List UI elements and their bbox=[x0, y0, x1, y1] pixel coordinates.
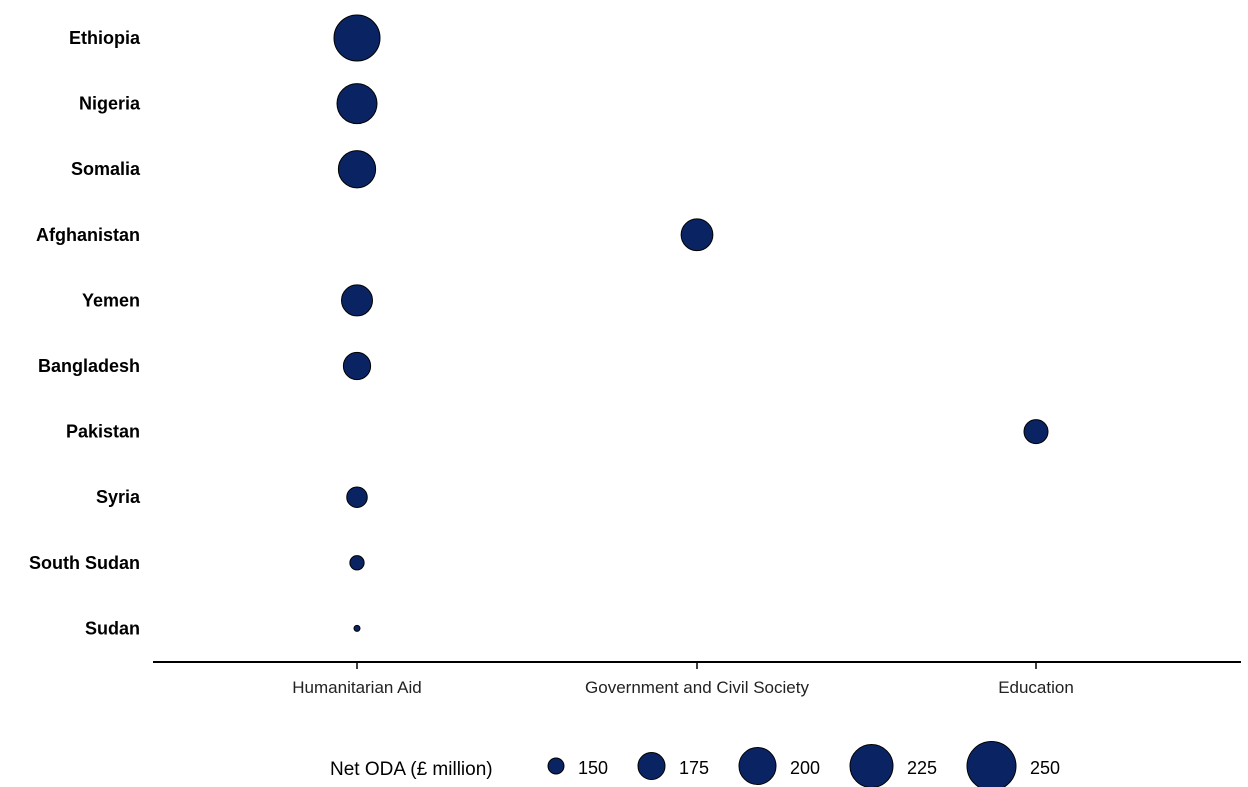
legend-label-225: 225 bbox=[907, 758, 937, 778]
y-label-yemen: Yemen bbox=[82, 290, 140, 310]
legend-bubble-150 bbox=[547, 757, 565, 775]
legend-title: Net ODA (£ million) bbox=[330, 759, 493, 780]
x-axis-ticks bbox=[356, 662, 1037, 669]
y-label-bangladesh: Bangladesh bbox=[38, 356, 140, 376]
y-label-sudan: Sudan bbox=[85, 618, 140, 638]
legend-label-200: 200 bbox=[790, 758, 820, 778]
y-label-south-sudan: South Sudan bbox=[29, 553, 140, 573]
legend-bubble-200 bbox=[738, 747, 777, 785]
bubble-points bbox=[333, 14, 1049, 632]
y-label-afghanistan: Afghanistan bbox=[36, 225, 140, 245]
y-label-ethiopia: Ethiopia bbox=[69, 28, 141, 48]
legend-bubble-175 bbox=[637, 752, 666, 780]
legend-label-150: 150 bbox=[578, 758, 608, 778]
legend-label-175: 175 bbox=[679, 758, 709, 778]
size-legend: Net ODA (£ million) 150 175 200 225 250 bbox=[330, 741, 1060, 787]
y-label-syria: Syria bbox=[96, 487, 141, 507]
bubble-nigeria bbox=[336, 83, 378, 125]
y-axis-labels: Ethiopia Nigeria Somalia Afghanistan Yemen Ba… bbox=[29, 28, 141, 638]
bubble-sudan bbox=[353, 624, 361, 632]
bubble-afghanistan bbox=[680, 218, 714, 252]
legend-bubble-250 bbox=[966, 741, 1017, 787]
legend-label-250: 250 bbox=[1030, 758, 1060, 778]
bubble-somalia bbox=[337, 150, 377, 189]
bubble-ethiopia bbox=[333, 14, 381, 62]
y-label-somalia: Somalia bbox=[71, 159, 141, 179]
y-label-pakistan: Pakistan bbox=[66, 422, 140, 442]
legend-bubble-225 bbox=[849, 744, 894, 787]
x-label-education: Education bbox=[998, 678, 1074, 697]
x-label-government-and-civil-society: Government and Civil Society bbox=[585, 678, 809, 697]
bubble-yemen bbox=[341, 284, 373, 317]
bubble-south-sudan bbox=[349, 555, 365, 571]
x-axis-labels: Humanitarian Aid Government and Civil Soc… bbox=[292, 678, 1074, 697]
x-label-humanitarian-aid: Humanitarian Aid bbox=[292, 678, 421, 697]
bubble-pakistan bbox=[1023, 419, 1049, 445]
bubble-bangladesh bbox=[342, 351, 372, 381]
y-label-nigeria: Nigeria bbox=[79, 94, 141, 114]
bubble-syria bbox=[346, 486, 368, 508]
